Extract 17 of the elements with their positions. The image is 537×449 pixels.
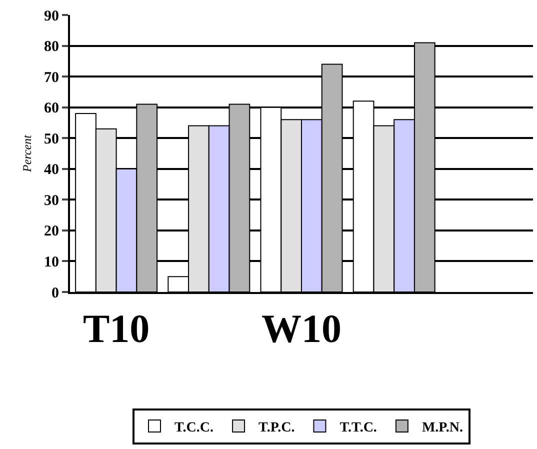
y-tick-label: 80 (44, 39, 59, 56)
legend-label: T.T.C. (340, 420, 377, 436)
y-tick-label: 0 (52, 285, 59, 302)
x-tick-label: T10 (82, 306, 150, 351)
y-tick-label: 30 (44, 192, 59, 209)
y-tick-label: 70 (44, 70, 59, 86)
y-tick-label: 50 (44, 131, 59, 148)
y-axis-title: Percent (20, 134, 34, 173)
y-tick-label: 40 (44, 162, 59, 178)
y-tick-label: 10 (44, 254, 59, 270)
legend-label: T.P.C. (258, 420, 295, 436)
y-tick-label: 90 (44, 8, 59, 24)
legend-label: M.P.N. (422, 420, 464, 436)
x-tick-label: W10 (262, 306, 342, 351)
legend-label: T.C.C. (174, 420, 214, 436)
y-tick-label: 60 (44, 100, 59, 117)
y-tick-label: 20 (44, 224, 59, 240)
